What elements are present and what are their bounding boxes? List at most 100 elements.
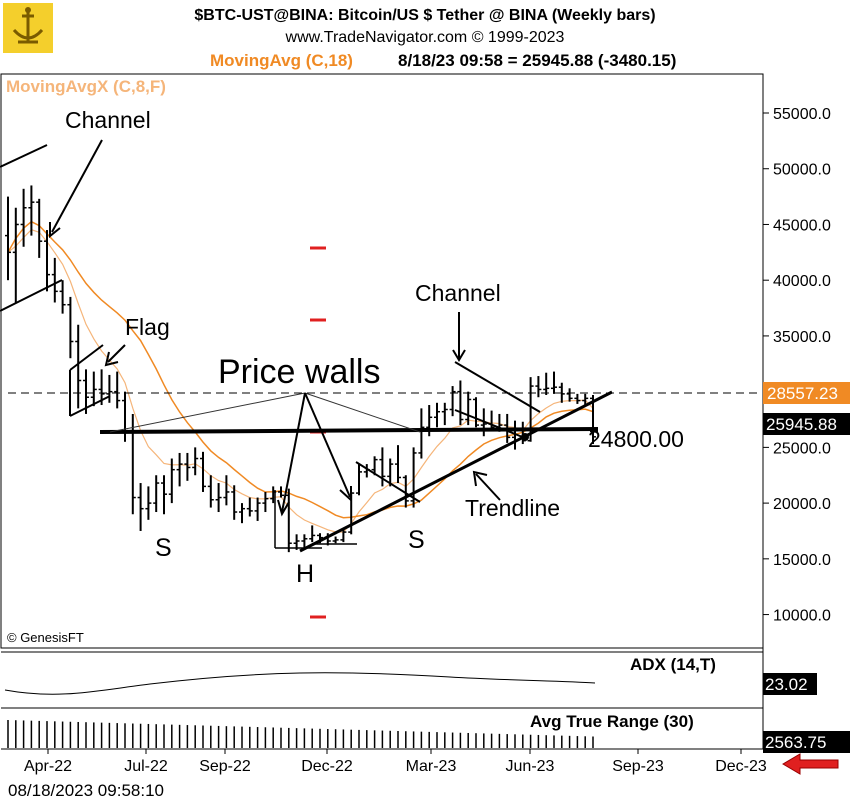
atr-value-tag (763, 731, 850, 753)
y-tick-label: 40000.0 (773, 273, 831, 290)
price-wall-connectors (109, 392, 421, 433)
ohlc-bar (153, 475, 160, 513)
ohlc-bar (168, 458, 175, 504)
ohlc-bar (28, 185, 35, 236)
ohlc-bar (114, 371, 121, 409)
y-tick-label: 15000.0 (773, 552, 831, 569)
ohlc-bar (379, 447, 386, 487)
last-price-value: 25945.88 (766, 415, 837, 434)
ohlc-bar (262, 491, 269, 513)
ohlc-bar (543, 372, 550, 395)
credit-label: © GenesisFT (7, 630, 84, 645)
ohlc-bar (192, 447, 199, 476)
annotation-channel-left: Channel (65, 107, 151, 133)
ohlc-bar (402, 475, 409, 508)
annotation-s-right: S (408, 526, 425, 554)
ohlc-bar (20, 188, 27, 247)
annotation-arrows (49, 139, 501, 517)
trade-navigator-logo (3, 3, 53, 53)
atr-label: Avg True Range (30) (530, 712, 694, 731)
ohlc-bar (67, 296, 74, 359)
ohlc-bar (246, 497, 253, 517)
ohlc-bar (371, 456, 378, 476)
ohlc-bar (551, 371, 557, 394)
flag-lines (69, 344, 111, 417)
ma2-line (7, 229, 594, 533)
x-tick-label: Mar-23 (406, 758, 457, 775)
ohlc-bar (356, 464, 362, 496)
scroll-right-arrow-icon[interactable] (782, 753, 839, 775)
annotation-level: 24800.00 (588, 426, 684, 452)
ohlc-bar (59, 280, 66, 314)
ohlc-bar (83, 369, 89, 414)
price-panel-frame (0, 73, 764, 649)
s-right-lines (355, 461, 421, 503)
ma-label: MovingAvg (C,18) (210, 51, 353, 70)
ma2-series (7, 229, 594, 533)
x-tick-label: Sep-22 (199, 758, 251, 775)
adx-label: ADX (14,T) (630, 655, 716, 674)
ohlc-bar (473, 397, 479, 428)
ohlc-bar (176, 452, 183, 487)
y-tick-label: 55000.0 (773, 106, 831, 123)
ohlc-bar (223, 475, 230, 506)
ohlc-bar (566, 388, 573, 402)
copyright-line: www.TradeNavigator.com © 1999-2023 (285, 29, 565, 46)
ohlc-bar (395, 445, 401, 484)
ohlc-bar (387, 458, 394, 487)
annotation-trendline: Trendline (465, 495, 560, 521)
ohlc-bar (122, 391, 128, 442)
x-tick-label: Dec-23 (715, 758, 767, 775)
ohlc-bar (239, 503, 245, 524)
ohlc-bar (207, 475, 214, 508)
annotation-channel-right: Channel (415, 280, 501, 306)
x-tick-label: Dec-22 (301, 758, 353, 775)
y-tick-label: 20000.0 (773, 496, 831, 513)
channel-lines-right (454, 361, 541, 439)
x-tick-label: Apr-22 (24, 758, 72, 775)
ohlc-bar (75, 324, 82, 409)
y-tick-label: 35000.0 (773, 329, 831, 346)
annotation-price-walls: Price walls (218, 353, 380, 391)
adx-value: 23.02 (765, 675, 808, 694)
atr-bars (7, 720, 594, 748)
ohlc-bar (106, 374, 113, 403)
ma-price-value: 28557.23 (767, 384, 838, 403)
x-axis: Apr-22 Jul-22 Sep-22 Dec-22 Mar-23 Jun-23 Sep-… (24, 749, 767, 775)
x-tick-label: Sep-23 (612, 758, 664, 775)
ohlc-bar (254, 497, 261, 521)
last-price-tag (763, 413, 850, 435)
adx-value-tag (763, 673, 817, 695)
ohlc-bar (200, 451, 206, 492)
ohlc-bar (309, 525, 316, 543)
ohlc-bar (340, 529, 347, 543)
ma2-label: MovingAvgX (C,8,F) (6, 77, 166, 96)
ohlc-bar (574, 393, 581, 404)
ohlc-bar (418, 408, 425, 459)
ohlc-bar (441, 402, 448, 426)
annotation-h: H (296, 560, 314, 588)
y-tick-label: 25000.0 (773, 440, 831, 457)
price-readout: 8/18/23 09:58 = 25945.88 (-3480.15) (398, 51, 676, 70)
ohlc-bar (457, 380, 464, 426)
ma-series (7, 220, 594, 519)
adx-line (4, 672, 596, 695)
ohlc-bar (465, 391, 472, 426)
ohlc-bar (184, 452, 191, 481)
y-tick-label: 10000.0 (773, 608, 831, 625)
ohlc-bar (301, 534, 308, 548)
y-tick-label: 50000.0 (773, 162, 831, 179)
annotation-flag: Flag (125, 314, 170, 340)
trendline (299, 390, 613, 553)
ohlc-bar (129, 413, 136, 515)
ohlc-bar (98, 369, 105, 406)
ohlc-bar (161, 475, 167, 515)
ohlc-bar (434, 402, 440, 428)
ohlc-bar (145, 486, 152, 520)
ohlc-bar (332, 536, 339, 544)
ohlc-bar (278, 486, 284, 498)
ma-line (7, 220, 594, 519)
ohlc-bar (137, 483, 144, 531)
footer-timestamp: 08/18/2023 09:58:10 (8, 781, 164, 800)
